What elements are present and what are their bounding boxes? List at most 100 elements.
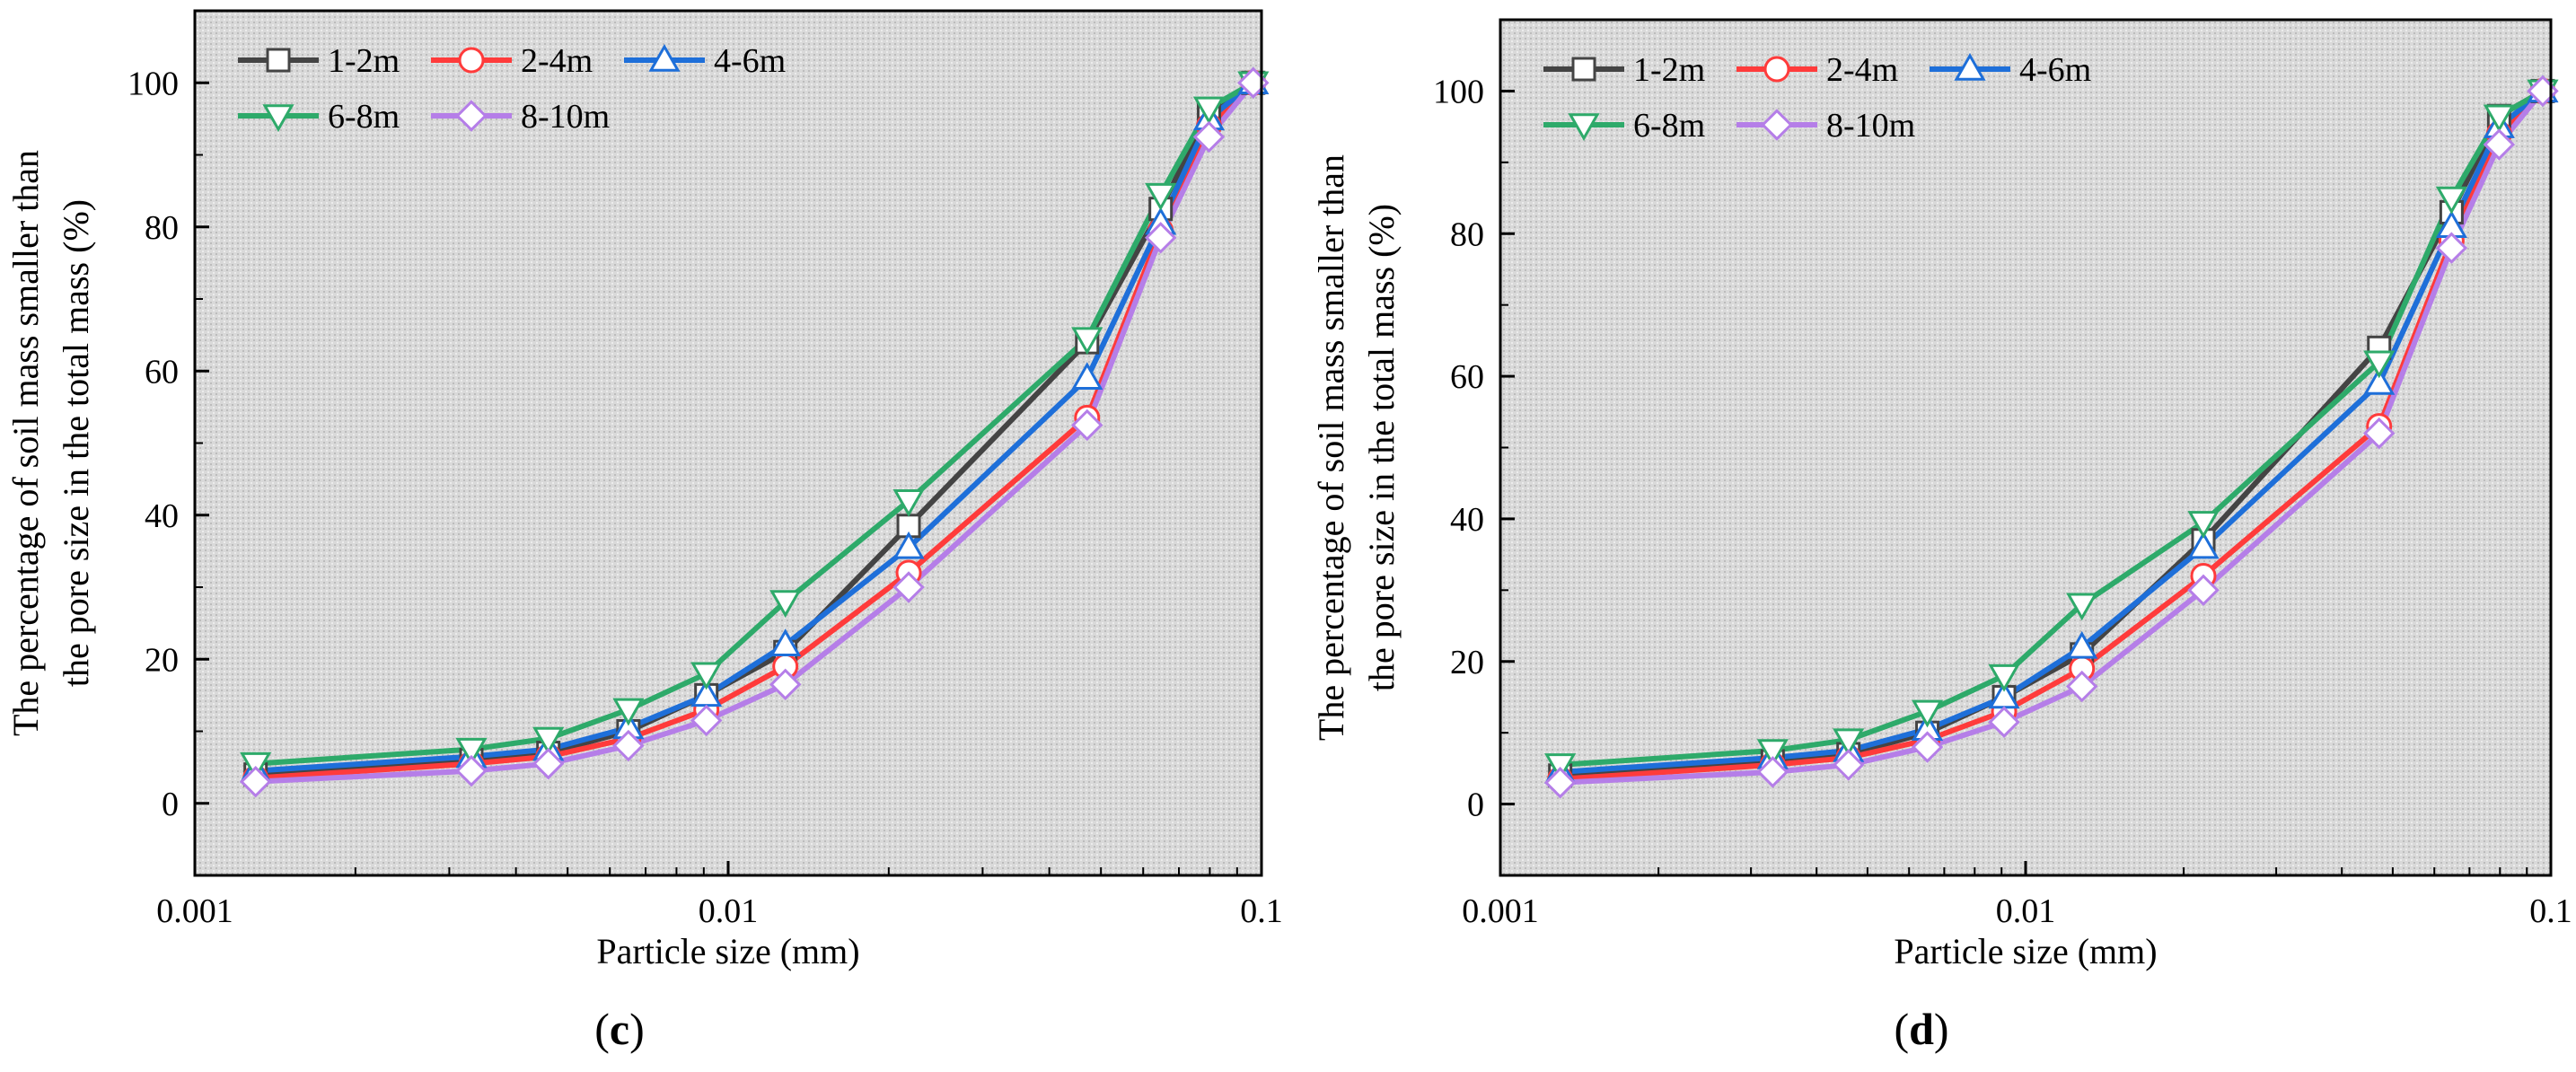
x-tick-label: 0.001: [1462, 892, 1539, 930]
plot-area: [195, 11, 1262, 875]
marker-circle-legend-2-4m: [1763, 56, 1790, 83]
marker-triangle-up-legend-4-6m: [1954, 52, 1986, 81]
legend: 1-2m 2-4m 4-6m 6-8m 8-10m: [238, 42, 786, 136]
marker-diamond-8-10m-9: [1192, 120, 1226, 154]
marker-triangle-down-6-8m-0: [1544, 753, 1577, 781]
legend-label-4-6m: 4-6m: [2019, 51, 2091, 89]
marker-triangle-down-6-8m-3: [612, 698, 645, 726]
y-tick-label: 60: [1450, 358, 1484, 396]
marker-triangle-up-4-6m-5: [2066, 630, 2098, 659]
marker-diamond-8-10m-9: [2483, 128, 2516, 161]
x-tick-label: 0.1: [1240, 892, 1283, 930]
marker-triangle-down-6-8m-0: [240, 751, 272, 780]
legend-label-6-8m: 6-8m: [1633, 107, 1705, 145]
legend-label-4-6m: 4-6m: [714, 42, 786, 80]
marker-triangle-down-6-8m-9: [2483, 104, 2515, 133]
legend-label-8-10m: 8-10m: [1826, 107, 1915, 145]
marker-triangle-up-4-6m-7: [1071, 362, 1103, 391]
marker-diamond-8-10m-7: [1071, 409, 1103, 442]
marker-triangle-down-6-8m-4: [1988, 663, 2020, 692]
y-axis-title-line2: the pore size in the total mass (%): [56, 199, 96, 687]
marker-diamond-8-10m-0: [1543, 767, 1577, 799]
y-axis-title-line1: The percentage of soil mass smaller than: [1311, 154, 1351, 741]
marker-triangle-down-6-8m-9: [1192, 96, 1226, 125]
y-tick-label: 60: [145, 353, 179, 391]
marker-diamond-8-10m-8: [1144, 222, 1177, 254]
legend-label-8-10m: 8-10m: [521, 98, 610, 136]
x-tick-label: 0.001: [156, 892, 233, 930]
marker-triangle-down-6-8m-4: [690, 662, 723, 690]
marker-triangle-up-4-6m-5: [769, 628, 802, 656]
marker-square-legend-1-2m: [266, 48, 291, 73]
y-axis-title-line2: the pore size in the total mass (%): [1361, 204, 1402, 691]
marker-diamond-8-10m-5: [769, 668, 802, 701]
marker-diamond-8-10m-6: [2187, 574, 2220, 607]
marker-triangle-down-6-8m-2: [532, 726, 565, 755]
marker-triangle-down-6-8m-5: [769, 590, 802, 619]
y-axis-title-line1: The percentage of soil mass smaller than: [5, 150, 46, 736]
series-group: [239, 66, 1270, 798]
y-tick-label: 0: [1467, 786, 1484, 824]
marker-triangle-down-6-8m-8: [2435, 186, 2467, 215]
marker-circle-legend-2-4m: [458, 47, 485, 74]
marker-triangle-down-6-8m-7: [1071, 327, 1103, 356]
marker-triangle-down-6-8m-6: [892, 488, 925, 517]
marker-diamond-8-10m-2: [1832, 749, 1865, 781]
marker-triangle-up-4-6m-6: [892, 531, 925, 559]
chart-panel-d: 0 20 40 60 80 100 0.001 0.01 0.1 Particle size (m…: [1311, 18, 2572, 1054]
marker-square-legend-1-2m: [1571, 57, 1596, 82]
y-tick-label: 80: [1450, 215, 1484, 253]
y-tick-label: 100: [1433, 73, 1484, 110]
y-tick-label: 40: [145, 497, 179, 535]
marker-triangle-down-6-8m-2: [1833, 728, 1865, 757]
series-group: [1543, 75, 2559, 799]
marker-diamond-8-10m-5: [2065, 670, 2098, 703]
panel-label: (d): [1894, 1004, 1948, 1054]
marker-diamond-legend-8-10m: [1761, 109, 1793, 141]
plot-area: [1500, 20, 2551, 875]
marker-diamond-8-10m-7: [2362, 417, 2396, 450]
marker-triangle-down-legend-6-8m: [262, 104, 295, 133]
legend-label-1-2m: 1-2m: [328, 42, 400, 80]
y-tick-label: 100: [127, 65, 179, 102]
marker-triangle-down-6-8m-7: [2363, 350, 2396, 379]
marker-triangle-down-6-8m-3: [1911, 699, 1944, 728]
x-axis-title: Particle size (mm): [596, 931, 859, 971]
marker-triangle-up-legend-4-6m: [648, 43, 681, 72]
marker-triangle-up-4-6m-7: [2363, 367, 2396, 395]
legend-label-1-2m: 1-2m: [1633, 51, 1705, 89]
marker-diamond-8-10m-3: [612, 729, 645, 762]
marker-diamond-8-10m-6: [892, 571, 925, 603]
marker-triangle-down-6-8m-1: [455, 737, 488, 766]
y-tick-label: 80: [145, 209, 179, 247]
legend-label-2-4m: 2-4m: [521, 42, 593, 80]
marker-triangle-down-6-8m-5: [2066, 593, 2098, 621]
marker-diamond-8-10m-1: [455, 754, 488, 787]
marker-triangle-down-6-8m-1: [1756, 739, 1789, 768]
panel-label: (c): [594, 1004, 645, 1054]
marker-triangle-down-6-8m-6: [2187, 511, 2220, 539]
marker-diamond-8-10m-0: [239, 765, 272, 798]
chart-panel-c: 0 20 40 60 80 100 0.001 0.01 0.1 Particle size (m…: [5, 9, 1283, 1054]
marker-triangle-down-legend-6-8m: [1568, 113, 1600, 142]
x-tick-label: 0.01: [1996, 892, 2056, 930]
y-tick-label: 20: [1450, 644, 1484, 681]
marker-diamond-8-10m-3: [1911, 731, 1944, 763]
marker-triangle-up-4-6m-6: [2187, 531, 2220, 559]
y-tick-label: 0: [162, 786, 179, 823]
marker-diamond-legend-8-10m: [455, 100, 488, 132]
marker-diamond-8-10m-4: [690, 704, 723, 737]
legend-label-2-4m: 2-4m: [1826, 51, 1898, 89]
x-tick-label: 0.1: [2529, 892, 2572, 930]
x-axis-title: Particle size (mm): [1894, 931, 2157, 971]
marker-diamond-8-10m-8: [2435, 232, 2468, 264]
marker-triangle-down-6-8m-8: [1145, 182, 1177, 211]
legend: 1-2m 2-4m 4-6m 6-8m 8-10m: [1543, 51, 2091, 145]
y-tick-label: 20: [145, 641, 179, 679]
marker-diamond-8-10m-1: [1756, 756, 1789, 788]
marker-diamond-8-10m-2: [532, 747, 565, 780]
legend-label-6-8m: 6-8m: [328, 98, 400, 136]
x-tick-label: 0.01: [699, 892, 759, 930]
marker-diamond-8-10m-4: [1988, 706, 2020, 738]
